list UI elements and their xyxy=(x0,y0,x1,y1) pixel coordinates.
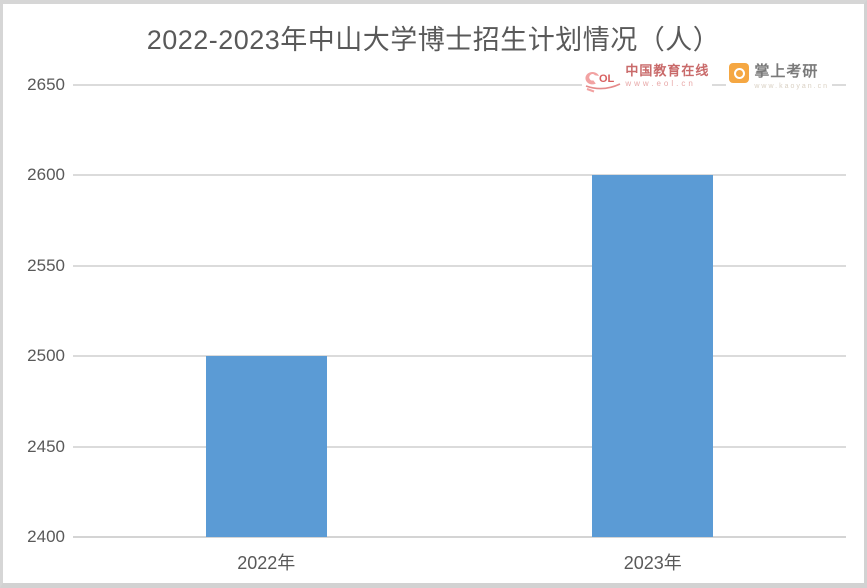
bar-2023年 xyxy=(592,175,714,537)
gridline-2600 xyxy=(73,174,846,177)
gridline-2650 xyxy=(73,84,846,86)
svg-text:OL: OL xyxy=(599,73,615,85)
y-axis-tick-2550: 2550 xyxy=(27,255,65,275)
x-axis-label-2022年: 2022年 xyxy=(237,553,296,573)
kaoyan-name: 掌上考研 xyxy=(754,63,819,80)
bar-2022年 xyxy=(205,356,327,537)
gridline-2500 xyxy=(73,355,846,358)
y-axis-tick-2400: 2400 xyxy=(27,527,65,546)
eol-logo-text: 中国教育在线 www.eol.cn xyxy=(625,63,709,89)
kaoyan-logo: 掌上考研 www.kaoyan.cn xyxy=(726,63,832,91)
eol-logo-icon: OL xyxy=(585,63,621,100)
y-axis-tick-2450: 2450 xyxy=(27,436,65,456)
y-axis-tick-2600: 2600 xyxy=(27,165,65,185)
gridline-2550 xyxy=(73,264,846,267)
x-axis-line xyxy=(73,536,846,538)
y-axis-tick-2650: 2650 xyxy=(27,75,65,94)
watermark-logos: OL 中国教育在线 www.eol.cn 掌上考研 www.kaoyan.cn xyxy=(582,63,832,100)
x-axis-label-2023年: 2023年 xyxy=(623,553,682,573)
eol-url: www.eol.cn xyxy=(625,79,696,88)
kaoyan-logo-icon xyxy=(729,63,750,83)
chart-title: 2022-2023年中山大学博士招生计划情况（人） xyxy=(146,25,721,55)
kaoyan-url: www.kaoyan.cn xyxy=(754,83,829,90)
gridline-2450 xyxy=(73,445,846,448)
eol-logo: OL 中国教育在线 www.eol.cn xyxy=(582,63,713,100)
kaoyan-logo-text: 掌上考研 www.kaoyan.cn xyxy=(754,63,829,91)
y-axis-tick-2500: 2500 xyxy=(27,346,65,366)
eol-name: 中国教育在线 xyxy=(625,63,710,78)
